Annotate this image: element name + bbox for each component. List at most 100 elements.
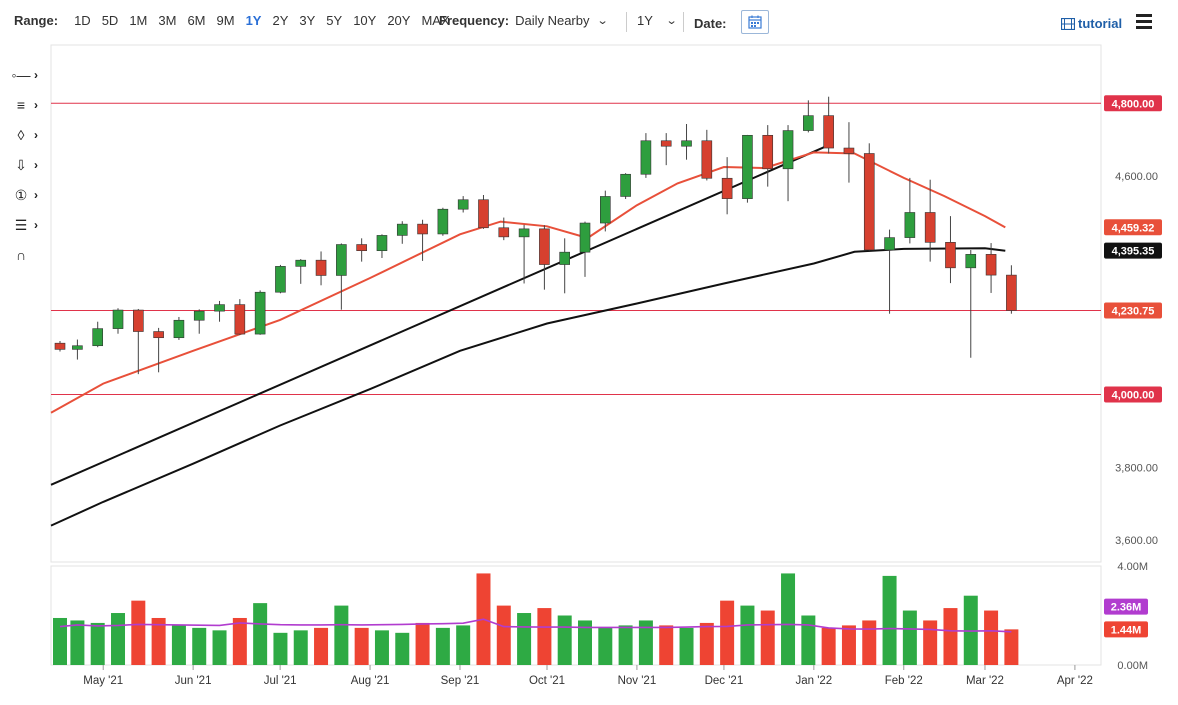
arrow-tool[interactable]: ⇩ ›	[8, 150, 48, 180]
candle-body	[396, 223, 408, 236]
x-axis-tick-label: Sep '21	[441, 675, 480, 687]
candle-body	[742, 134, 753, 199]
range-button-6m[interactable]: 6M	[187, 13, 206, 28]
frequency-value: Daily Nearby	[515, 13, 590, 28]
range-button-1y[interactable]: 1Y	[245, 13, 262, 28]
candle-body	[945, 242, 956, 269]
range-button-2y[interactable]: 2Y	[272, 13, 289, 28]
moving-average-fast-line	[50, 151, 1006, 414]
volume-bar	[53, 617, 67, 665]
range-button-5d[interactable]: 5D	[101, 13, 119, 28]
range-selector: Range: 1D 5D 1M 3M 6M 9M 1Y 2Y 3Y 5Y 10Y 20Y MAX	[14, 13, 461, 28]
toolbar: Range: 1D 5D 1M 3M 6M 9M 1Y 2Y 3Y 5Y 10Y 20Y MAX Fre…	[0, 0, 1178, 44]
range-button-3m[interactable]: 3M	[158, 13, 177, 28]
expand-arrow-icon: ›	[34, 98, 38, 112]
range-button-3y[interactable]: 3Y	[299, 13, 316, 28]
candle-body	[924, 212, 936, 243]
shape-tool-icon: ◊	[17, 127, 25, 143]
fibonacci-tool[interactable]: ≡ ›	[8, 90, 48, 120]
range-button-1m[interactable]: 1M	[129, 13, 148, 28]
volume-bar	[821, 627, 836, 665]
range-button-5y[interactable]: 5Y	[326, 13, 343, 28]
magnet-tool[interactable]: ∩	[8, 240, 48, 270]
x-axis-tick-label: Aug '21	[351, 675, 390, 687]
candle-body	[1006, 274, 1017, 311]
candle-body	[985, 254, 997, 276]
volume-bar	[862, 620, 877, 665]
x-axis-tick-label: Jul '21	[264, 675, 297, 687]
range-button-9m[interactable]: 9M	[216, 13, 235, 28]
tutorial-link[interactable]: tutorial	[1061, 16, 1122, 31]
volume-bar	[171, 625, 186, 665]
indicator-tool[interactable]: ☰ ›	[8, 210, 48, 240]
x-axis-tick-label: Jan '22	[795, 675, 832, 687]
volume-bar	[212, 630, 227, 665]
candle-body	[295, 259, 307, 267]
candle-body	[72, 345, 83, 350]
x-axis-tick-label: Dec '21	[705, 675, 744, 687]
volume-bar	[374, 630, 389, 665]
range-button-max[interactable]: MAX	[421, 13, 450, 28]
candle-body	[965, 254, 977, 269]
candle-body	[193, 310, 205, 321]
candle-body	[315, 259, 327, 276]
volume-bar	[151, 617, 166, 665]
drawing-tools: ◦— › ≡ › ◊ › ⇩ › ① › ☰ › ∩	[8, 60, 48, 270]
hamburger-menu-icon[interactable]	[1136, 14, 1152, 32]
candle-body	[153, 331, 164, 339]
volume-bar	[984, 610, 999, 665]
candle-body	[457, 199, 469, 210]
line-tool[interactable]: ◦— ›	[8, 60, 48, 90]
line-tool-icon: ◦—	[11, 67, 31, 83]
candle-body	[133, 309, 144, 332]
candle-body	[336, 244, 347, 276]
candle-body	[843, 147, 855, 154]
volume-bar	[334, 605, 349, 665]
volume-bar	[618, 625, 633, 665]
range-label: Range:	[14, 13, 59, 28]
x-axis-tick-label: Mar '22	[966, 675, 1004, 687]
volume-bar	[1004, 629, 1019, 665]
volume-bar	[435, 627, 450, 665]
volume-bar	[253, 603, 268, 665]
candle-body	[92, 328, 104, 347]
volume-bar	[720, 600, 735, 665]
range-buttons: 1D 5D 1M 3M 6M 9M 1Y 2Y 3Y 5Y 10Y 20Y MAX	[74, 13, 461, 28]
volume-badge-label: 2.36M	[1111, 602, 1142, 614]
volume-bar	[517, 613, 532, 665]
volume-panel-frame	[50, 565, 1102, 666]
candle-body	[904, 212, 916, 238]
candle-body	[681, 140, 692, 147]
candle-body	[884, 237, 895, 251]
range-button-20y[interactable]: 20Y	[387, 13, 411, 28]
candle-body	[640, 140, 652, 175]
toolbar-divider	[626, 12, 627, 32]
range-button-10y[interactable]: 10Y	[353, 13, 377, 28]
candle-body	[214, 304, 225, 312]
price-panel-frame	[50, 44, 1102, 563]
candle-body	[518, 228, 530, 238]
shape-tool[interactable]: ◊ ›	[8, 120, 48, 150]
number-marker-tool[interactable]: ① ›	[8, 180, 48, 210]
volume-bar	[192, 627, 207, 665]
candle-body	[173, 319, 185, 339]
candle-body	[559, 251, 570, 265]
candle-body	[234, 304, 246, 335]
volume-bar	[841, 625, 856, 665]
level-badge-label: 4,800.00	[1112, 98, 1155, 110]
frequency-dropdown[interactable]: Daily Nearby ⌄	[515, 13, 608, 28]
frequency-selector: Frequency: Daily Nearby ⌄	[439, 13, 608, 28]
candle-body	[112, 309, 124, 329]
volume-bar	[395, 632, 410, 665]
candle-body	[579, 222, 591, 253]
price-badge-label: 4,395.35	[1112, 246, 1155, 258]
expand-arrow-icon: ›	[34, 188, 38, 202]
range-button-1d[interactable]: 1D	[74, 13, 91, 28]
x-axis-tick-label: Jun '21	[175, 675, 212, 687]
candle-body	[539, 228, 550, 265]
period-dropdown[interactable]: 1Y ⌄	[637, 13, 678, 28]
volume-bar	[781, 573, 796, 665]
calendar-button[interactable]	[740, 10, 769, 34]
candle-body	[437, 208, 449, 235]
